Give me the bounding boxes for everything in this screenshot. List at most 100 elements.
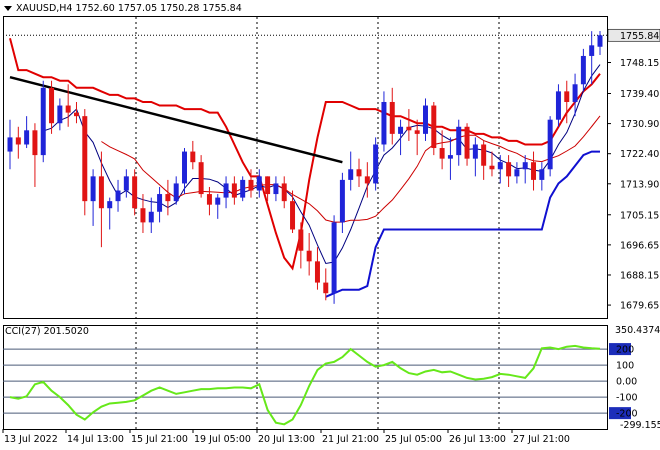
candle-body[interactable] bbox=[248, 179, 254, 191]
candle-body[interactable] bbox=[190, 151, 196, 163]
candle-body[interactable] bbox=[215, 197, 221, 205]
price-tick-label: 1688.15 bbox=[620, 270, 659, 281]
candle-body[interactable] bbox=[265, 176, 271, 195]
candle-body[interactable] bbox=[65, 105, 71, 113]
current-price-box bbox=[607, 28, 660, 42]
candle-body[interactable] bbox=[472, 144, 478, 159]
candle-body[interactable] bbox=[348, 169, 354, 180]
candle-body[interactable] bbox=[49, 87, 55, 124]
candle-body[interactable] bbox=[547, 119, 553, 170]
candle-body[interactable] bbox=[423, 105, 428, 134]
candle-body[interactable] bbox=[597, 35, 603, 47]
candle-body[interactable] bbox=[256, 176, 262, 191]
candle-body[interactable] bbox=[132, 176, 138, 209]
candle-body[interactable] bbox=[40, 87, 46, 156]
high-value: 1757.05 bbox=[117, 3, 158, 14]
current-price-label: 1755.84 bbox=[620, 31, 659, 42]
candle-body[interactable] bbox=[431, 105, 437, 149]
candle-body[interactable] bbox=[73, 112, 79, 117]
candle-body[interactable] bbox=[522, 162, 528, 170]
price-tick-label: 1696.65 bbox=[620, 240, 659, 251]
candle-body[interactable] bbox=[15, 137, 21, 145]
candle-body[interactable] bbox=[414, 130, 420, 134]
price-tick-label: 1739.40 bbox=[620, 89, 659, 100]
symbol-label: XAUUSD,H4 bbox=[16, 3, 73, 14]
cci-level-label: 100 bbox=[616, 361, 634, 372]
time-axis-label: 25 Jul 05:00 bbox=[385, 434, 442, 445]
candle-body[interactable] bbox=[514, 169, 520, 177]
price-tick-label: 1705.15 bbox=[620, 210, 659, 221]
time-axis-label: 21 Jul 21:00 bbox=[322, 434, 379, 445]
candle-body[interactable] bbox=[356, 169, 362, 177]
candle-body[interactable] bbox=[373, 144, 379, 184]
candle-body[interactable] bbox=[24, 130, 30, 145]
candle-body[interactable] bbox=[306, 250, 312, 262]
candle-body[interactable] bbox=[157, 194, 163, 212]
candle-body[interactable] bbox=[456, 126, 462, 156]
candle-body[interactable] bbox=[140, 208, 146, 223]
candle-body[interactable] bbox=[173, 183, 179, 202]
candle-body[interactable] bbox=[589, 45, 595, 56]
candle-body[interactable] bbox=[339, 179, 345, 223]
time-axis-label: 26 Jul 13:00 bbox=[449, 434, 506, 445]
time-axis-label: 20 Jul 13:00 bbox=[258, 434, 315, 445]
candle-body[interactable] bbox=[148, 211, 154, 223]
candle-body[interactable] bbox=[398, 126, 404, 134]
candle-body[interactable] bbox=[564, 91, 570, 102]
candle-body[interactable] bbox=[82, 116, 88, 202]
cci-level-label: 200 bbox=[616, 345, 634, 356]
candle-body[interactable] bbox=[572, 84, 578, 102]
candle-body[interactable] bbox=[98, 176, 104, 209]
candle-body[interactable] bbox=[539, 169, 545, 180]
candle-body[interactable] bbox=[182, 151, 187, 184]
candle-body[interactable] bbox=[7, 137, 13, 152]
candle-body[interactable] bbox=[198, 162, 204, 195]
trendline[interactable] bbox=[9, 75, 343, 164]
candle-body[interactable] bbox=[115, 190, 121, 202]
candle-body[interactable] bbox=[481, 144, 487, 166]
indicator-title: CCI(27) 201.5020 bbox=[5, 326, 89, 337]
candle-body[interactable] bbox=[32, 130, 38, 156]
candle-body[interactable] bbox=[580, 55, 586, 85]
price-tick-label: 1679.65 bbox=[620, 301, 659, 312]
candle-body[interactable] bbox=[497, 162, 503, 170]
candle-body[interactable] bbox=[531, 162, 537, 180]
candle-body[interactable] bbox=[281, 183, 287, 202]
candle-body[interactable] bbox=[489, 165, 495, 170]
candle-body[interactable] bbox=[223, 183, 229, 198]
price-tick-label: 1713.90 bbox=[620, 179, 659, 190]
candle-body[interactable] bbox=[406, 126, 412, 131]
price-tick-label: 1722.40 bbox=[620, 149, 659, 160]
cci-level-label: -200 bbox=[616, 409, 638, 420]
candle-body[interactable] bbox=[290, 201, 296, 230]
candle-body[interactable] bbox=[273, 183, 279, 195]
candle-body[interactable] bbox=[240, 179, 246, 198]
candle-body[interactable] bbox=[389, 101, 395, 134]
candle-body[interactable] bbox=[123, 176, 129, 191]
candle-body[interactable] bbox=[90, 176, 96, 202]
candle-body[interactable] bbox=[231, 183, 237, 198]
candle-body[interactable] bbox=[206, 194, 212, 205]
candle-body[interactable] bbox=[555, 91, 561, 120]
close-value: 1755.84 bbox=[202, 3, 242, 14]
collapse-triangle-icon[interactable] bbox=[4, 6, 12, 11]
candle-body[interactable] bbox=[323, 282, 329, 294]
candle-body[interactable] bbox=[381, 101, 387, 145]
candle-body[interactable] bbox=[165, 194, 171, 202]
cci-level-label: -100 bbox=[616, 393, 638, 404]
candle-body[interactable] bbox=[298, 229, 304, 251]
candle-body[interactable] bbox=[439, 148, 445, 159]
price-tick-label: 1730.90 bbox=[620, 119, 659, 130]
cci-level-box bbox=[609, 407, 631, 420]
candle-body[interactable] bbox=[314, 261, 320, 283]
candle-body[interactable] bbox=[331, 222, 337, 294]
candle-body[interactable] bbox=[506, 162, 512, 177]
candle-body[interactable] bbox=[464, 126, 470, 159]
candle-body[interactable] bbox=[364, 176, 370, 184]
candle-body[interactable] bbox=[447, 155, 453, 159]
candle-body[interactable] bbox=[107, 201, 113, 209]
candle-body[interactable] bbox=[57, 105, 63, 124]
